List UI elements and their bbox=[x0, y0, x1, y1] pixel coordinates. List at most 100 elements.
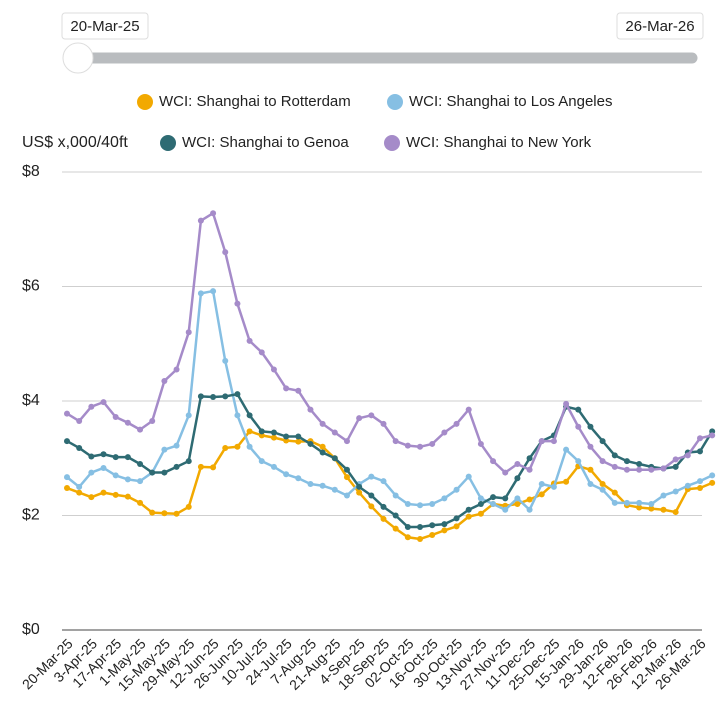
data-point bbox=[490, 501, 497, 508]
data-point bbox=[599, 481, 606, 488]
data-point bbox=[392, 438, 399, 445]
data-point bbox=[380, 478, 387, 485]
data-point bbox=[331, 429, 338, 436]
data-point bbox=[76, 418, 83, 425]
data-point bbox=[563, 446, 570, 453]
data-point bbox=[356, 415, 363, 422]
data-point bbox=[538, 491, 545, 498]
data-point bbox=[137, 426, 144, 433]
data-point bbox=[112, 491, 119, 498]
data-point bbox=[611, 489, 618, 496]
data-point bbox=[526, 455, 533, 462]
data-point bbox=[307, 440, 314, 447]
data-point bbox=[185, 329, 192, 336]
data-point bbox=[64, 485, 70, 492]
data-point bbox=[295, 433, 302, 440]
data-point bbox=[331, 455, 338, 462]
legend-label: WCI: Shanghai to Genoa bbox=[182, 134, 349, 151]
data-point bbox=[185, 412, 192, 419]
data-point bbox=[149, 418, 156, 425]
data-point bbox=[417, 502, 424, 509]
data-point bbox=[404, 442, 411, 449]
data-point bbox=[197, 217, 204, 224]
data-point bbox=[465, 473, 472, 480]
data-point bbox=[173, 442, 180, 449]
data-point bbox=[709, 432, 716, 439]
data-point bbox=[404, 501, 411, 508]
data-point bbox=[210, 288, 217, 295]
data-point bbox=[453, 515, 460, 522]
data-point bbox=[465, 406, 472, 413]
slider-end-box bbox=[616, 12, 704, 40]
data-point bbox=[307, 406, 314, 413]
data-point bbox=[575, 458, 582, 465]
data-point bbox=[587, 481, 594, 488]
data-point bbox=[258, 428, 265, 435]
data-point bbox=[380, 420, 387, 427]
y-tick-label: $2 bbox=[22, 507, 40, 524]
data-point bbox=[246, 443, 253, 450]
data-point bbox=[660, 506, 667, 513]
series-line bbox=[66, 392, 714, 529]
data-point bbox=[429, 531, 436, 538]
data-point bbox=[502, 506, 509, 513]
data-point bbox=[623, 499, 630, 506]
data-point bbox=[100, 451, 107, 458]
data-point bbox=[697, 478, 703, 485]
legend-swatch bbox=[160, 135, 176, 151]
data-point bbox=[368, 473, 375, 480]
legend-label: WCI: Shanghai to Los Angeles bbox=[409, 93, 612, 110]
data-point bbox=[124, 493, 131, 500]
data-point bbox=[112, 454, 119, 461]
data-point bbox=[283, 433, 290, 440]
data-point bbox=[587, 466, 594, 473]
data-point bbox=[453, 420, 460, 427]
data-point bbox=[623, 458, 630, 465]
data-point bbox=[270, 429, 277, 436]
data-point bbox=[137, 460, 144, 467]
data-point bbox=[392, 492, 399, 499]
data-point bbox=[636, 466, 643, 473]
data-point bbox=[672, 463, 679, 470]
data-point bbox=[672, 456, 679, 463]
data-point bbox=[283, 471, 290, 478]
data-point bbox=[477, 440, 484, 447]
data-point bbox=[611, 452, 618, 459]
slider-end-label: 26-Mar-26 bbox=[625, 18, 694, 35]
data-point bbox=[210, 210, 217, 217]
data-point bbox=[392, 512, 399, 519]
data-point bbox=[611, 463, 618, 470]
data-point bbox=[124, 476, 131, 483]
data-point bbox=[490, 458, 497, 465]
data-point bbox=[672, 488, 679, 495]
data-point bbox=[538, 481, 545, 488]
data-point bbox=[465, 513, 472, 520]
slider-start-box bbox=[61, 12, 149, 40]
data-point bbox=[526, 466, 533, 473]
data-point bbox=[453, 486, 460, 493]
data-point bbox=[234, 412, 241, 419]
data-point bbox=[356, 483, 363, 490]
data-point bbox=[514, 460, 521, 467]
data-point bbox=[697, 448, 703, 455]
data-point bbox=[648, 466, 655, 473]
data-point bbox=[161, 446, 168, 453]
series-line bbox=[66, 211, 713, 474]
data-point bbox=[246, 428, 253, 435]
data-point bbox=[660, 465, 667, 472]
data-point bbox=[100, 464, 107, 471]
data-point bbox=[648, 505, 655, 512]
data-point bbox=[295, 438, 302, 445]
data-point bbox=[161, 377, 168, 384]
data-point bbox=[343, 474, 350, 481]
data-point bbox=[331, 486, 338, 493]
data-point bbox=[88, 453, 95, 460]
data-point bbox=[490, 494, 497, 501]
y-tick-label: $8 bbox=[22, 163, 40, 180]
slider-handle[interactable] bbox=[62, 42, 94, 74]
data-point bbox=[343, 492, 350, 499]
data-point bbox=[599, 458, 606, 465]
data-point bbox=[380, 503, 387, 510]
data-point bbox=[404, 534, 411, 541]
data-point bbox=[270, 434, 277, 441]
